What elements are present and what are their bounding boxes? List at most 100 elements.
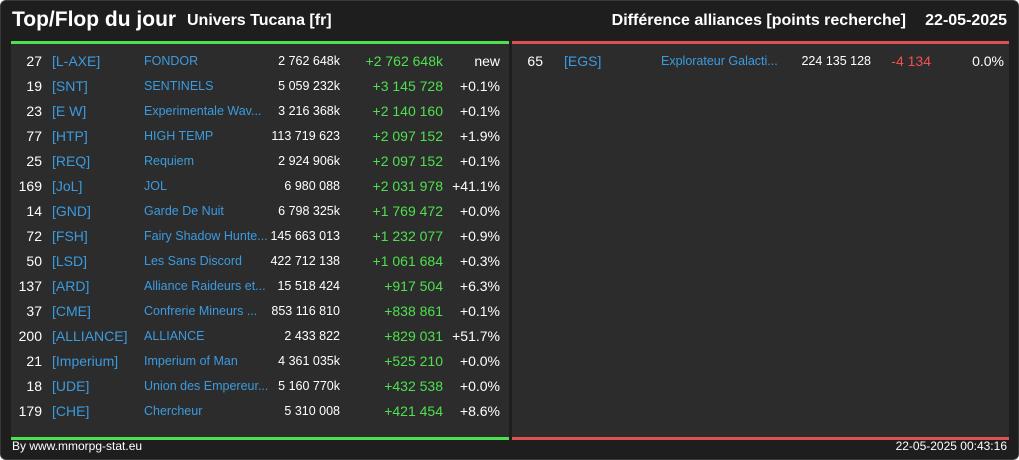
alliance-tag-link[interactable]: [L-AXE] xyxy=(52,53,101,69)
alliance-points: 113 719 623 xyxy=(271,129,340,143)
top-row: 72 [FSH] Fairy Shadow Hunte... 145 663 013 +… xyxy=(11,224,509,249)
alliance-points: 2 924 906k xyxy=(278,154,340,168)
alliance-rank: 169 xyxy=(18,178,42,194)
generated-timestamp: 22-05-2025 00:43:16 xyxy=(895,439,1007,453)
top-row: 25 [REQ] Requiem 2 924 906k +2 097 152 +0.1% xyxy=(11,149,509,174)
flop-row: 65 [EGS] Explorateur Galacti... 224 135 128… xyxy=(512,49,1009,74)
alliance-rank: 179 xyxy=(18,403,42,419)
alliance-rank: 65 xyxy=(527,53,543,69)
top-row: 14 [GND] Garde De Nuit 6 798 325k +1 769 472… xyxy=(11,199,509,224)
percent-change: +0.0% xyxy=(459,203,500,219)
top-row: 169 [JoL] JOL 6 980 088 +2 031 978 +41.1% xyxy=(11,174,509,199)
points-difference: +3 145 728 xyxy=(372,78,443,94)
alliance-points: 422 712 138 xyxy=(270,254,340,268)
alliance-points: 3 216 368k xyxy=(278,104,340,118)
alliance-points: 5 059 232k xyxy=(278,79,340,93)
alliance-points: 5 310 008 xyxy=(284,404,340,418)
alliance-rank: 25 xyxy=(26,153,42,169)
alliance-tag-link[interactable]: [CME] xyxy=(52,303,91,319)
percent-change: +0.3% xyxy=(459,253,500,269)
top-row: 27 [L-AXE] FONDOR 2 762 648k +2 762 648k new xyxy=(11,49,509,74)
alliance-tag-link[interactable]: [JoL] xyxy=(52,178,83,194)
points-difference: +838 861 xyxy=(384,303,443,319)
percent-change: +41.1% xyxy=(452,178,500,194)
percent-change: +0.0% xyxy=(459,353,500,369)
percent-change: +0.1% xyxy=(459,153,500,169)
alliance-name-link[interactable]: Explorateur Galacti... xyxy=(661,54,778,68)
points-difference: +1 769 472 xyxy=(372,203,443,219)
alliance-tag-link[interactable]: [Imperium] xyxy=(52,353,119,369)
alliance-tag-link[interactable]: [EGS] xyxy=(564,53,602,69)
alliance-points: 6 798 325k xyxy=(278,204,340,218)
alliance-tag-link[interactable]: [ALLIANCE] xyxy=(52,328,128,344)
percent-change: +51.7% xyxy=(452,328,500,344)
alliance-tag-link[interactable]: [E W] xyxy=(52,103,87,119)
points-difference: +917 504 xyxy=(384,278,443,294)
page-title: Top/Flop du jour xyxy=(12,8,177,31)
top-row: 137 [ARD] Alliance Raideurs et... 15 518 42… xyxy=(11,274,509,299)
points-difference: +2 762 648k xyxy=(365,53,443,69)
points-difference: +829 031 xyxy=(384,328,443,344)
alliance-rank: 137 xyxy=(18,278,42,294)
alliance-points: 224 135 128 xyxy=(801,54,871,68)
points-difference: +525 210 xyxy=(384,353,443,369)
top-row: 19 [SNT] SENTINELS 5 059 232k +3 145 728 +0.1… xyxy=(11,74,509,99)
top-row: 200 [ALLIANCE] ALLIANCE 2 433 822 +829 031 +5… xyxy=(11,324,509,349)
percent-change: +1.9% xyxy=(459,128,500,144)
alliance-points: 5 160 770k xyxy=(278,379,340,393)
alliance-rank: 19 xyxy=(26,78,42,94)
alliance-tag-link[interactable]: [HTP] xyxy=(52,128,88,144)
points-difference: +1 061 684 xyxy=(372,253,443,269)
header: Top/Flop du jour Univers Tucana [fr] Dif… xyxy=(1,1,1018,41)
alliance-rank: 14 xyxy=(26,203,42,219)
alliance-rank: 27 xyxy=(26,53,42,69)
alliance-points: 853 116 810 xyxy=(271,304,340,318)
top-row: 37 [CME] Confrerie Mineurs ... 853 116 810 +… xyxy=(11,299,509,324)
top-row: 50 [LSD] Les Sans Discord 422 712 138 +1 061… xyxy=(11,249,509,274)
percent-change: new xyxy=(474,53,500,69)
top-row: 77 [HTP] HIGH TEMP 113 719 623 +2 097 152 +1.… xyxy=(11,124,509,149)
alliance-tag-link[interactable]: [CHE] xyxy=(52,403,90,419)
ranking-type-label: Différence alliances [points recherche] xyxy=(611,12,906,29)
alliance-tag-link[interactable]: [LSD] xyxy=(52,253,88,269)
top-row: 21 [Imperium] Imperium of Man 4 361 035k +52… xyxy=(11,349,509,374)
points-difference: +2 031 978 xyxy=(372,178,443,194)
top-row: 179 [CHE] Chercheur 5 310 008 +421 454 +8.6% xyxy=(11,399,509,424)
top-row: 23 [E W] Experimentale Wav... 3 216 368k +2 … xyxy=(11,99,509,124)
alliance-points: 4 361 035k xyxy=(278,354,340,368)
alliance-rank: 23 xyxy=(26,103,42,119)
alliance-tag-link[interactable]: [REQ] xyxy=(52,153,91,169)
alliance-tag-link[interactable]: [FSH] xyxy=(52,228,88,244)
alliance-tag-link[interactable]: [SNT] xyxy=(52,78,88,94)
alliance-points: 2 762 648k xyxy=(278,54,340,68)
alliance-tag-link[interactable]: [ARD] xyxy=(52,278,90,294)
source-link[interactable]: By www.mmorpg-stat.eu xyxy=(12,439,143,453)
percent-change: +8.6% xyxy=(459,403,500,419)
points-difference: +1 232 077 xyxy=(372,228,443,244)
alliance-rank: 200 xyxy=(18,328,42,344)
percent-change: +0.0% xyxy=(459,378,500,394)
points-difference: +421 454 xyxy=(384,403,443,419)
top-losers-panel: 65 [EGS] Explorateur Galacti... 224 135 128… xyxy=(512,41,1009,440)
percent-change: +0.9% xyxy=(459,228,500,244)
points-difference: +2 097 152 xyxy=(372,128,443,144)
alliance-rank: 77 xyxy=(26,128,42,144)
universe-label: Univers Tucana [fr] xyxy=(187,12,332,29)
alliance-rank: 37 xyxy=(26,303,42,319)
top-row: 18 [UDE] Union des Empereur... 5 160 770k +4… xyxy=(11,374,509,399)
alliance-rank: 50 xyxy=(26,253,42,269)
alliance-points: 2 433 822 xyxy=(284,329,340,343)
percent-change: +0.1% xyxy=(459,78,500,94)
alliance-points: 15 518 424 xyxy=(277,279,340,293)
points-difference: +2 140 160 xyxy=(372,103,443,119)
alliance-points: 6 980 088 xyxy=(284,179,340,193)
points-difference: +2 097 152 xyxy=(372,153,443,169)
top-gainers-panel: 27 [L-AXE] FONDOR 2 762 648k +2 762 648k new 1… xyxy=(11,41,509,440)
points-difference: -4 134 xyxy=(891,53,931,69)
alliance-tag-link[interactable]: [UDE] xyxy=(52,378,90,394)
alliance-rank: 21 xyxy=(26,353,42,369)
alliance-rank: 72 xyxy=(26,228,42,244)
alliance-rank: 18 xyxy=(26,378,42,394)
alliance-tag-link[interactable]: [GND] xyxy=(52,203,91,219)
